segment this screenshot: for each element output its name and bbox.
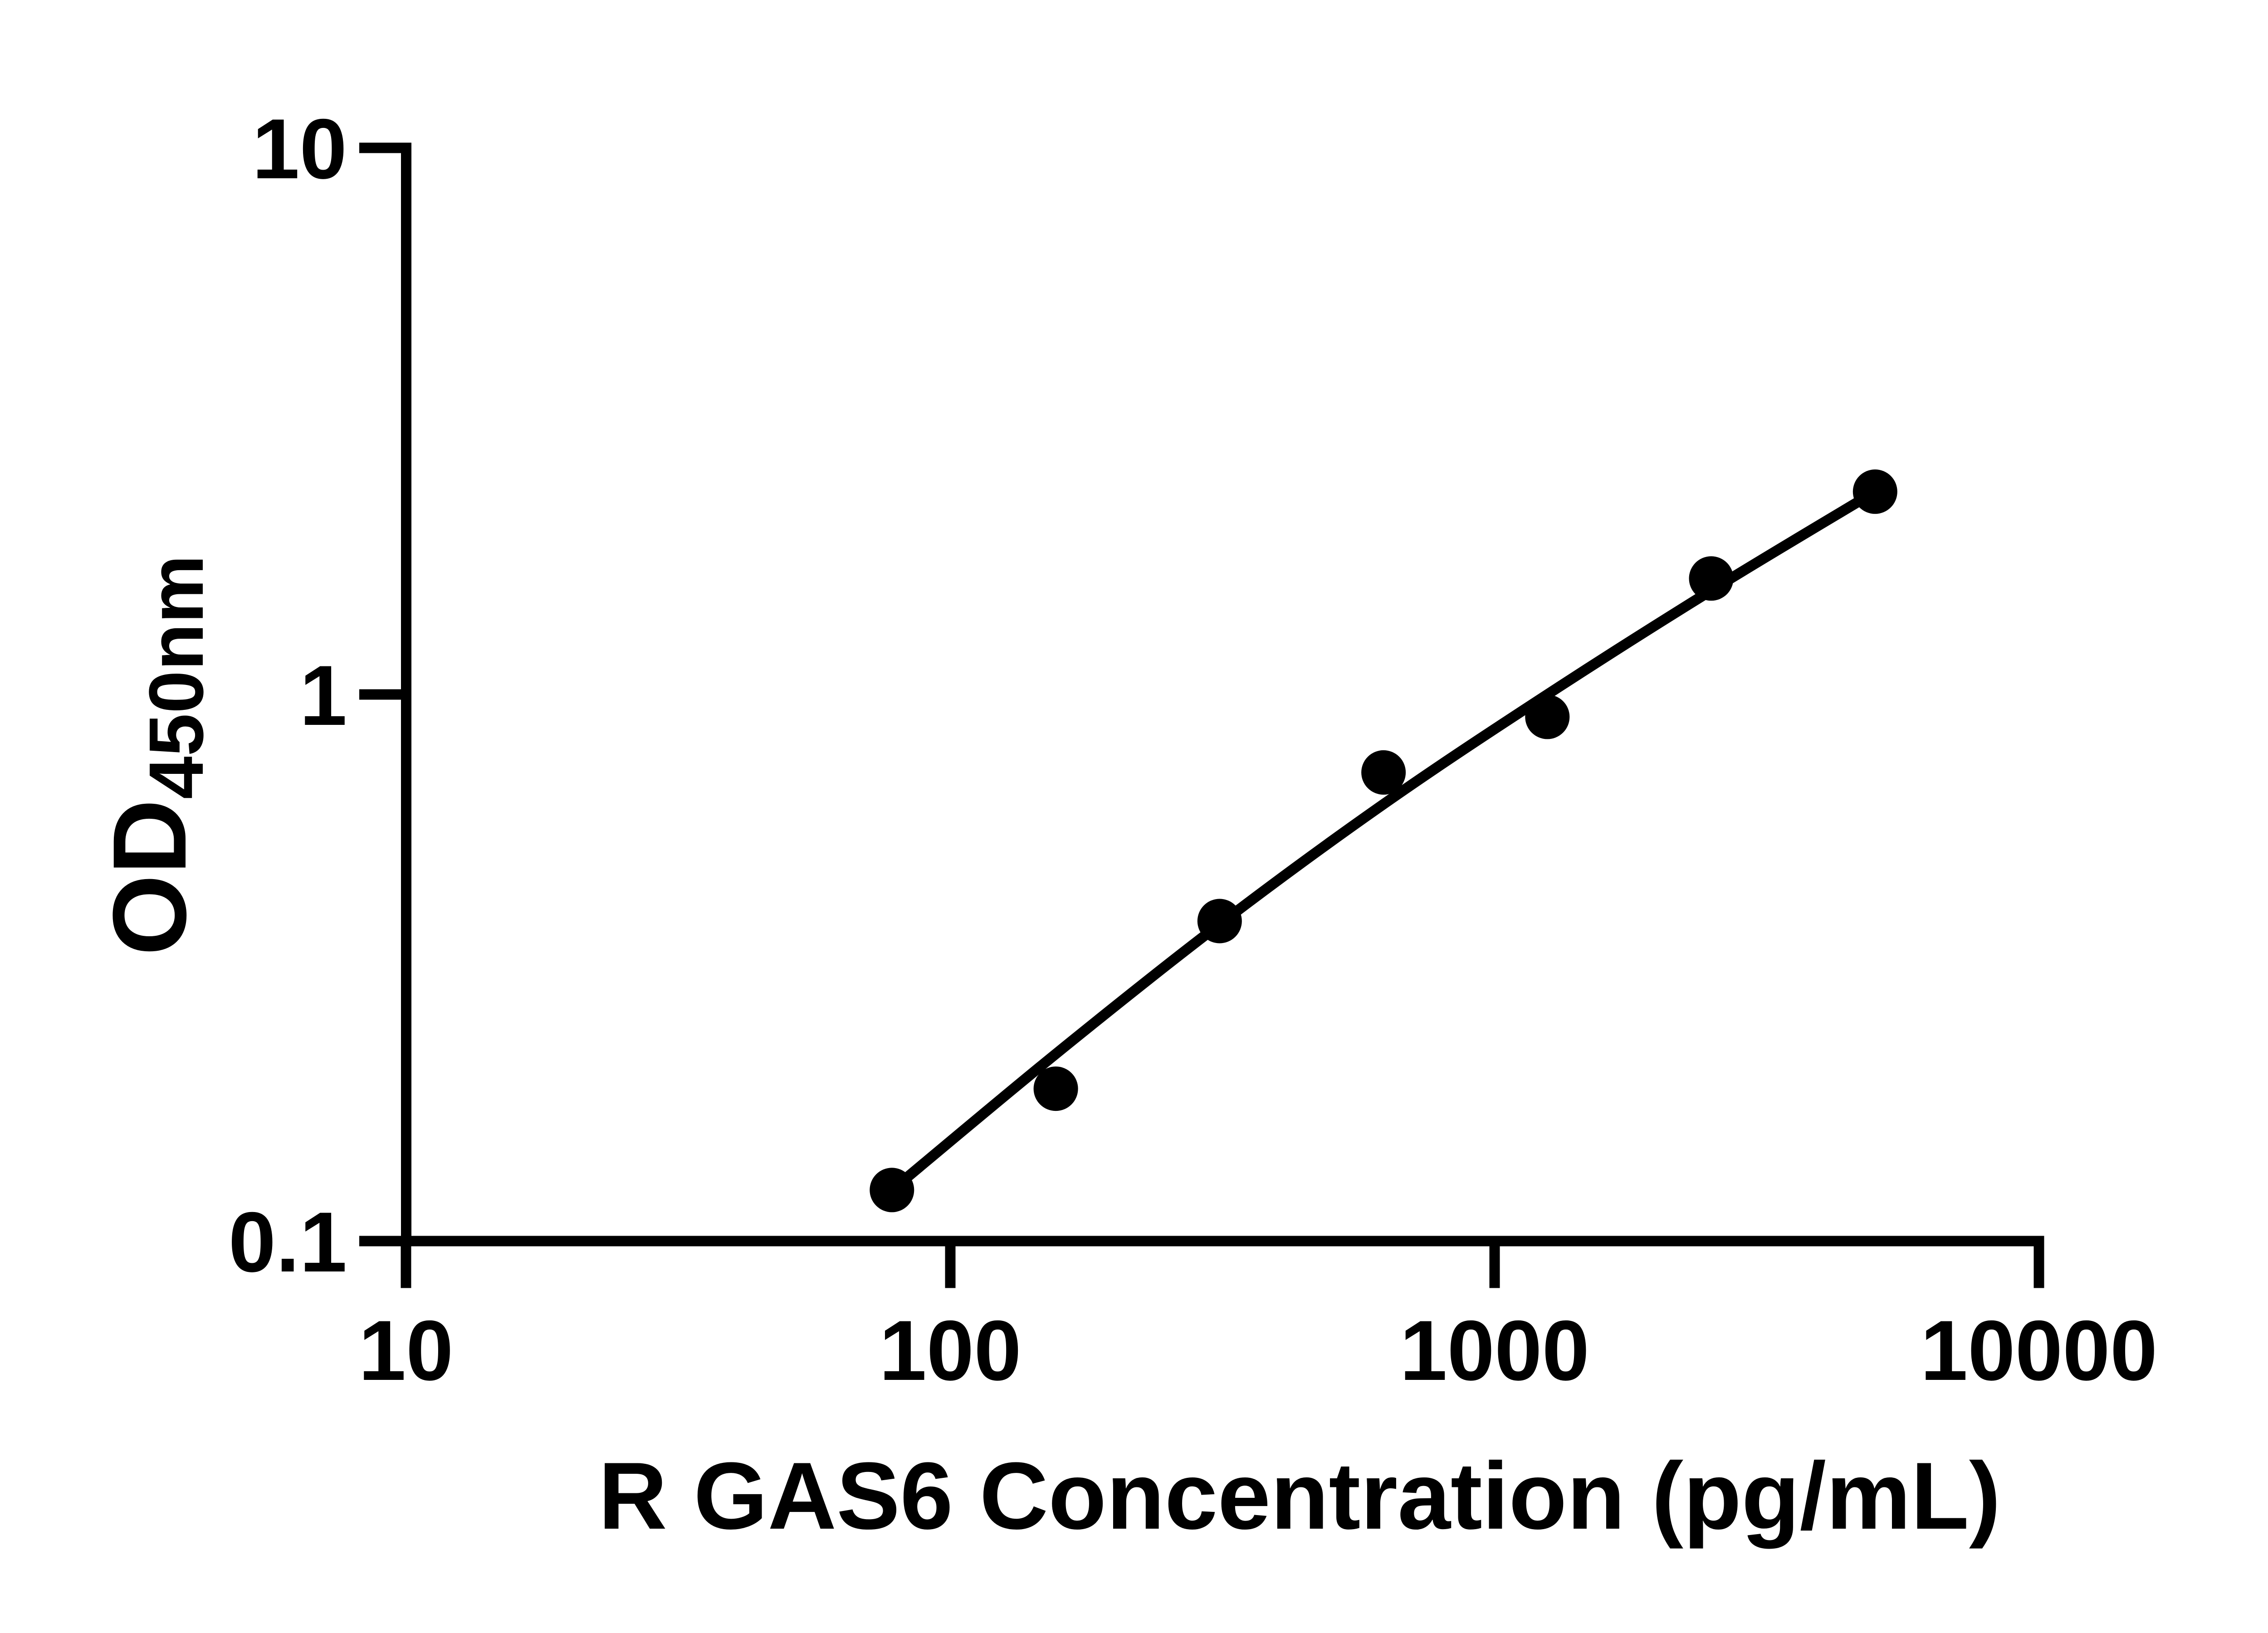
y-axis-title-subscript: 450nm <box>133 555 220 799</box>
data-point-marker <box>1197 899 1242 944</box>
y-axis-line <box>401 142 411 1247</box>
x-tick-label: 100 <box>879 1303 1022 1398</box>
x-axis-tick <box>401 1246 411 1288</box>
x-axis-tick <box>1489 1246 1500 1288</box>
x-tick-label: 10 <box>358 1303 453 1398</box>
y-tick-label: 1 <box>299 648 347 743</box>
data-point-marker <box>870 1168 914 1213</box>
x-axis-tick <box>2033 1246 2044 1288</box>
x-axis-title: R GAS6 Concentration (pg/mL) <box>598 1442 2001 1549</box>
data-point-marker <box>1689 556 1734 601</box>
data-point-marker <box>1361 750 1406 795</box>
x-axis-line <box>401 1236 2044 1247</box>
y-tick-label: 10 <box>252 101 347 196</box>
data-point-marker <box>1853 469 1897 514</box>
y-tick-label: 0.1 <box>229 1194 347 1290</box>
y-axis-tick <box>359 142 401 153</box>
y-axis-title-main: OD <box>91 799 208 956</box>
y-axis-title: OD450nm <box>86 506 220 1005</box>
x-tick-label: 1000 <box>1400 1303 1589 1398</box>
data-point-marker <box>1525 694 1570 739</box>
y-axis-tick <box>359 689 401 700</box>
x-tick-label: 10000 <box>1921 1303 2158 1398</box>
x-axis-tick <box>945 1246 956 1288</box>
data-point-marker <box>1033 1066 1078 1111</box>
y-axis-tick <box>359 1236 401 1247</box>
